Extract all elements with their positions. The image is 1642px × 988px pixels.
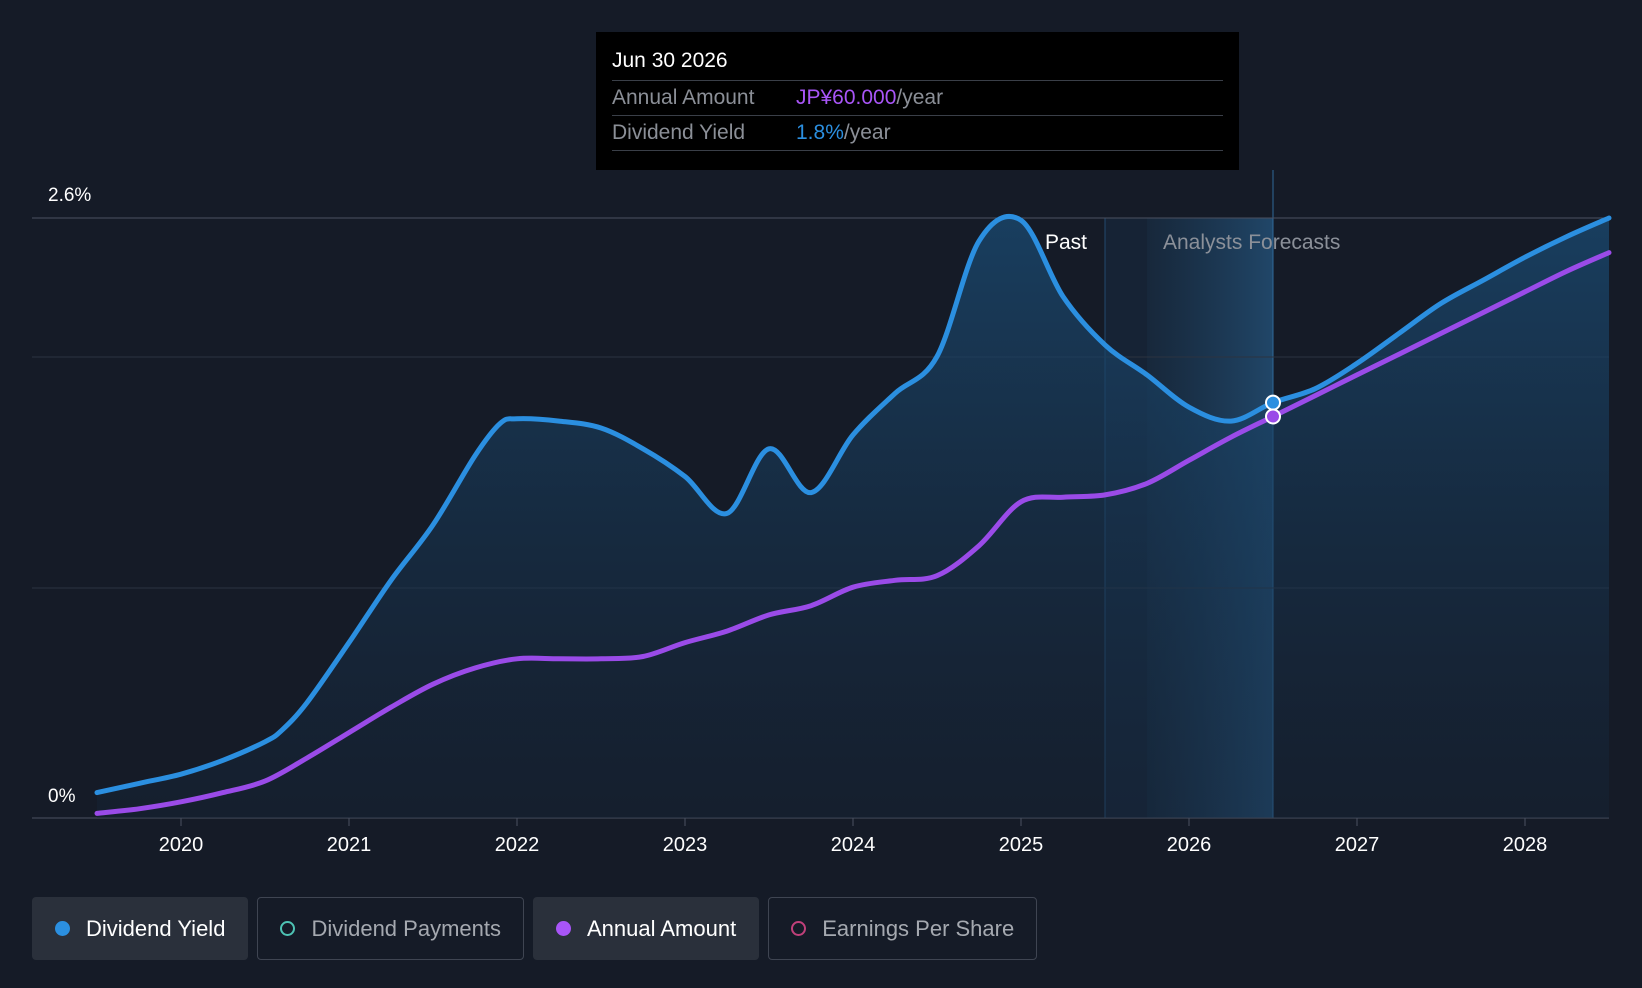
legend-label: Earnings Per Share — [822, 915, 1015, 941]
legend: Dividend Yield Dividend Payments Annual … — [32, 897, 1038, 960]
x-tick-label: 2023 — [663, 834, 708, 856]
legend-dividend-payments-button[interactable]: Dividend Payments — [257, 897, 524, 960]
legend-label: Dividend Payments — [311, 915, 501, 941]
legend-annual-amount-button[interactable]: Annual Amount — [532, 897, 760, 960]
x-tick-label: 2020 — [159, 834, 204, 856]
legend-label: Dividend Yield — [86, 915, 226, 941]
forecast-label: Analysts Forecasts — [1163, 231, 1340, 254]
dividend-payments-ring-icon — [280, 921, 296, 936]
dividend-yield-area — [97, 216, 1609, 818]
tooltip-yield-value: 1.8% — [796, 121, 844, 144]
y-axis-top-label: 2.6% — [48, 185, 91, 206]
x-tick-label: 2027 — [1335, 834, 1380, 856]
y-axis-bottom-label: 0% — [48, 786, 76, 807]
tooltip-amount-label: Annual Amount — [612, 86, 755, 109]
tooltip: Jun 30 2026 Annual Amount JP¥60.000/year… — [596, 32, 1239, 170]
dividend-yield-dot-icon — [55, 921, 70, 936]
tooltip-amount-row: Annual Amount JP¥60.000/year — [612, 81, 1223, 116]
x-tick-label: 2021 — [327, 834, 372, 856]
tooltip-yield-unit: /year — [843, 121, 891, 144]
tooltip-date: Jun 30 2026 — [612, 46, 1223, 81]
tooltip-yield-row: Dividend Yield 1.8%/year — [612, 116, 1223, 151]
earnings-per-share-ring-icon — [791, 921, 807, 936]
legend-label: Annual Amount — [586, 915, 737, 941]
tooltip-yield-label: Dividend Yield — [612, 121, 746, 144]
legend-dividend-yield-button[interactable]: Dividend Yield — [32, 897, 249, 960]
x-tick-label: 2022 — [495, 834, 540, 856]
dividend-yield-marker — [1265, 394, 1281, 411]
annual-amount-dot-icon — [555, 921, 571, 936]
dividend-yield-line — [94, 213, 1612, 796]
x-tick-label: 2026 — [1167, 834, 1212, 856]
x-tick-label: 2028 — [1503, 834, 1548, 856]
annual-amount-marker — [1265, 408, 1281, 425]
past-label: Past — [1045, 231, 1087, 254]
tooltip-amount-unit: /year — [896, 86, 944, 109]
dividend-chart: 2.6% 0% 2020 2021 2022 2023 2024 2025 2026 2027 20… — [32, 170, 1612, 856]
x-tick-label: 2025 — [999, 834, 1044, 856]
annual-amount-line — [94, 250, 1612, 816]
legend-earnings-per-share-button[interactable]: Earnings Per Share — [768, 897, 1038, 960]
x-tick-label: 2024 — [831, 834, 876, 856]
tooltip-amount-value: JP¥60.000 — [796, 86, 897, 109]
